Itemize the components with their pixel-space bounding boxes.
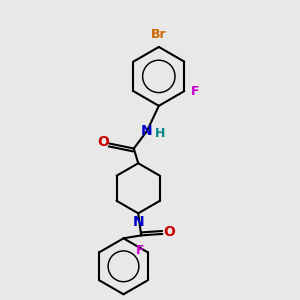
Text: N: N bbox=[132, 215, 144, 229]
Text: N: N bbox=[141, 124, 153, 138]
Text: Br: Br bbox=[151, 28, 167, 41]
Text: O: O bbox=[163, 225, 175, 239]
Text: O: O bbox=[97, 135, 109, 149]
Text: F: F bbox=[136, 244, 145, 257]
Text: F: F bbox=[191, 85, 199, 98]
Text: H: H bbox=[155, 127, 166, 140]
